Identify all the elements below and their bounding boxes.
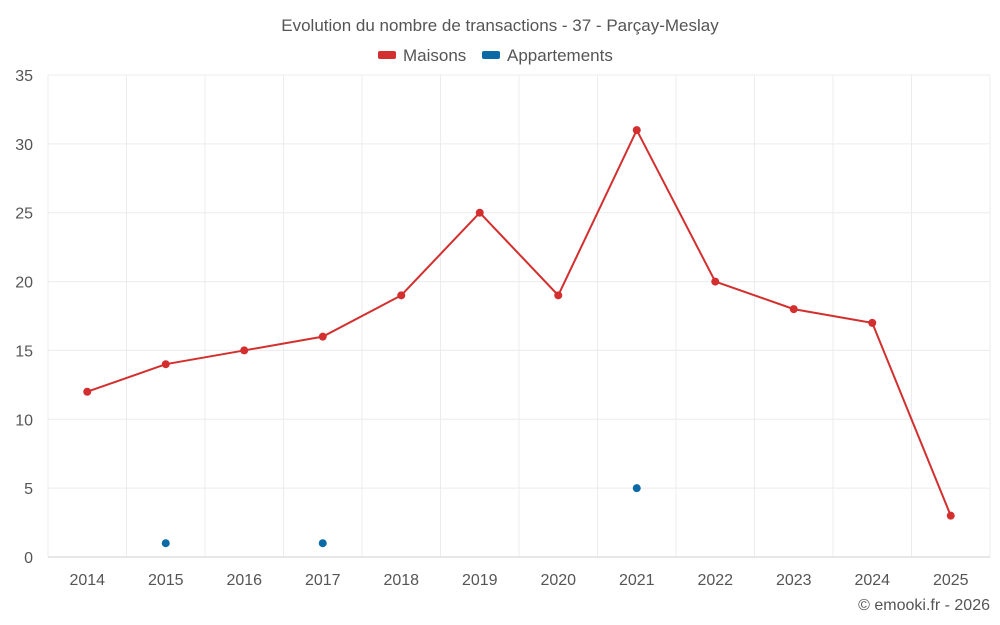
legend-label-maisons: Maisons bbox=[403, 46, 466, 65]
y-tick-label: 30 bbox=[15, 137, 33, 154]
data-point-maisons[interactable] bbox=[475, 208, 484, 217]
credit: © emooki.fr - 2026 bbox=[858, 597, 990, 614]
x-tick-label: 2018 bbox=[383, 572, 419, 589]
y-tick-label: 5 bbox=[24, 481, 33, 498]
x-tick-label: 2021 bbox=[619, 572, 655, 589]
legend-label-appartements: Appartements bbox=[507, 46, 613, 65]
data-point-maisons[interactable] bbox=[711, 277, 720, 286]
x-tick-label: 2014 bbox=[69, 572, 105, 589]
data-point-maisons[interactable] bbox=[946, 511, 955, 520]
chart-title: Evolution du nombre de transactions - 37… bbox=[281, 16, 719, 35]
data-point-maisons[interactable] bbox=[397, 291, 406, 300]
series-line-maisons bbox=[86, 127, 952, 517]
x-tick-label: 2020 bbox=[540, 572, 576, 589]
data-point-maisons[interactable] bbox=[868, 318, 877, 327]
y-tick-label: 15 bbox=[15, 343, 33, 360]
legend-swatch-maisons bbox=[378, 51, 396, 59]
data-point-maisons[interactable] bbox=[83, 387, 92, 396]
y-axis: 0 5 10 15 20 25 30 35 bbox=[15, 68, 33, 567]
x-axis: 2014 2015 2016 2017 2018 2019 2020 2021 2022 2023… bbox=[69, 572, 968, 589]
data-point-maisons[interactable] bbox=[632, 126, 641, 135]
data-point-appartements[interactable] bbox=[318, 539, 327, 548]
x-tick-label: 2023 bbox=[776, 572, 812, 589]
x-tick-label: 2022 bbox=[697, 572, 733, 589]
x-tick-label: 2015 bbox=[148, 572, 184, 589]
y-tick-label: 20 bbox=[15, 275, 33, 292]
legend-item-appartements[interactable]: Appartements bbox=[482, 46, 613, 65]
series-layer bbox=[83, 126, 955, 548]
x-tick-label: 2016 bbox=[226, 572, 262, 589]
grid bbox=[47, 74, 991, 558]
x-tick-label: 2025 bbox=[933, 572, 969, 589]
y-tick-label: 25 bbox=[15, 206, 33, 223]
legend-swatch-appartements bbox=[482, 51, 500, 59]
y-tick-label: 35 bbox=[15, 68, 33, 85]
data-point-appartements[interactable] bbox=[632, 484, 641, 493]
data-point-maisons[interactable] bbox=[554, 291, 563, 300]
data-point-maisons[interactable] bbox=[318, 332, 327, 341]
y-tick-label: 0 bbox=[24, 550, 33, 567]
data-point-maisons[interactable] bbox=[161, 360, 170, 369]
x-tick-label: 2017 bbox=[305, 572, 341, 589]
x-tick-label: 2024 bbox=[854, 572, 890, 589]
legend-item-maisons[interactable]: Maisons bbox=[378, 46, 466, 65]
data-point-appartements[interactable] bbox=[161, 539, 170, 548]
x-tick-label: 2019 bbox=[462, 572, 498, 589]
data-point-maisons[interactable] bbox=[789, 305, 798, 314]
y-tick-label: 10 bbox=[15, 412, 33, 429]
data-point-maisons[interactable] bbox=[240, 346, 249, 355]
legend: Maisons Appartements bbox=[378, 46, 613, 65]
